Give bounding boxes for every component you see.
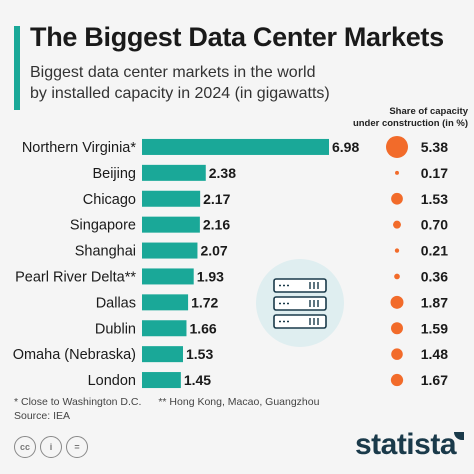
statista-logo-mark <box>454 432 464 440</box>
bar <box>142 164 206 181</box>
creative-commons-icon[interactable]: cc <box>14 436 36 458</box>
share-label: 1.87 <box>421 294 448 310</box>
value-label: 1.72 <box>191 294 218 310</box>
footnotes: * Close to Washington D.C. ** Hong Kong,… <box>14 395 333 423</box>
source-note: Source: IEA <box>14 410 71 422</box>
chart-title: The Biggest Data Center Markets <box>30 22 444 52</box>
category-label: Chicago <box>83 192 136 208</box>
category-label: Pearl River Delta** <box>15 269 136 285</box>
category-label: Singapore <box>70 218 136 234</box>
share-label: 5.38 <box>421 139 448 155</box>
share-column-header: Share of capacity under construction (in… <box>352 106 468 130</box>
share-header-line-1: Share of capacity <box>389 106 468 117</box>
share-label: 0.21 <box>421 243 448 259</box>
category-label: Northern Virginia* <box>22 140 137 156</box>
share-dot <box>395 170 399 175</box>
bar <box>142 372 181 389</box>
share-dot <box>391 348 403 360</box>
value-label: 6.98 <box>332 139 359 155</box>
share-label: 0.17 <box>421 165 448 181</box>
share-dot <box>390 373 404 387</box>
bar <box>142 320 187 337</box>
share-dot <box>394 273 400 280</box>
category-label: Omaha (Nebraska) <box>13 347 136 363</box>
value-label: 1.53 <box>186 346 213 362</box>
bar <box>142 294 189 311</box>
bar <box>142 138 329 155</box>
share-label: 1.48 <box>421 346 448 362</box>
subtitle-line-2: by installed capacity in 2024 (in gigawa… <box>30 85 330 102</box>
share-dot <box>391 322 403 335</box>
category-label: Dallas <box>96 295 136 311</box>
category-label: London <box>88 373 136 389</box>
share-dot <box>393 220 401 229</box>
value-label: 1.45 <box>184 372 211 388</box>
bar <box>142 190 201 207</box>
value-label: 2.07 <box>200 243 227 259</box>
share-label: 1.67 <box>421 372 448 388</box>
share-dot <box>386 135 408 158</box>
footnote-pearl-river: ** Hong Kong, Macao, Guangzhou <box>158 396 320 408</box>
bar <box>142 346 183 363</box>
chart-subtitle: Biggest data center markets in the world… <box>30 62 450 104</box>
value-label: 2.16 <box>203 217 230 233</box>
license-icons: cc i = <box>14 436 88 458</box>
share-header-line-2: under construction (in %) <box>352 118 468 129</box>
share-label: 0.70 <box>421 217 448 233</box>
bar <box>142 216 200 233</box>
share-dot <box>390 295 404 309</box>
bar <box>142 242 198 259</box>
share-label: 0.36 <box>421 268 448 284</box>
attribution-icon[interactable]: i <box>40 436 62 458</box>
subtitle-line-1: Biggest data center markets in the world <box>30 64 316 81</box>
value-label: 2.17 <box>203 191 230 207</box>
category-label: Shanghai <box>75 244 136 260</box>
footnote-virginia: * Close to Washington D.C. <box>14 396 142 408</box>
share-dot <box>394 248 400 253</box>
category-label: Beijing <box>92 166 136 182</box>
bar-chart: Northern Virginia* 6.98 5.38 Beijing 2.38 0.1… <box>13 135 448 389</box>
statista-logo[interactable]: statista <box>354 428 457 461</box>
bar <box>142 268 194 285</box>
share-label: 1.53 <box>421 191 448 207</box>
value-label: 1.66 <box>189 320 216 336</box>
category-label: Dublin <box>95 321 136 337</box>
value-label: 1.93 <box>197 268 224 284</box>
share-dot <box>391 192 403 205</box>
value-label: 2.38 <box>209 165 236 181</box>
title-accent-bar <box>14 26 20 110</box>
share-label: 1.59 <box>421 320 448 336</box>
no-derivatives-icon[interactable]: = <box>66 436 88 458</box>
server-rack-icon <box>256 259 344 347</box>
